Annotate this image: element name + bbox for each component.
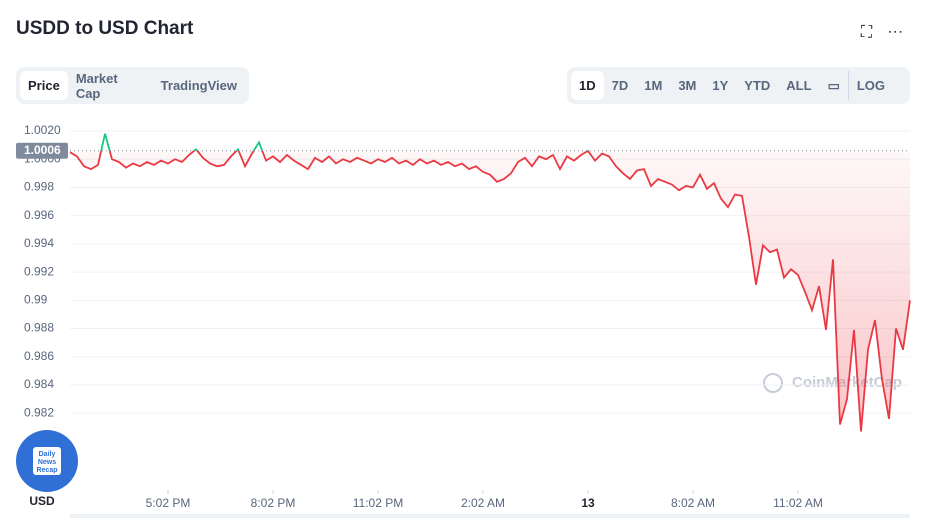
y-tick-label: 0.998 (24, 180, 54, 194)
watermark-logo (763, 373, 783, 393)
x-tick-label: 11:02 PM (353, 496, 403, 510)
x-tick-label: 8:02 AM (671, 496, 715, 510)
x-tick-label: 11:02 AM (773, 496, 823, 510)
y-tick-label: 0.988 (24, 321, 54, 335)
x-tick-label: 2:02 AM (461, 496, 505, 510)
logo-text: Recap (36, 467, 57, 474)
logo-frame (33, 447, 61, 475)
view-tabs: Price Market Cap TradingView (16, 67, 249, 104)
tab[interactable]: Market Cap (75, 70, 118, 101)
y-tick-label: 0.984 (24, 377, 54, 391)
reference-badge (16, 142, 68, 159)
x-tick-label: 5:02 PM (146, 496, 191, 510)
range[interactable]: 3M (678, 78, 697, 93)
y-tick-label: 0.99 (24, 292, 48, 306)
area (70, 150, 910, 432)
x-tick-label: 13 (581, 496, 595, 510)
calendar[interactable]: ▭ (827, 77, 840, 93)
range[interactable]: LOG (847, 71, 893, 100)
tab[interactable]: Price (20, 71, 68, 100)
range[interactable]: ALL (786, 78, 812, 93)
y-tick-label: 0.982 (24, 405, 54, 419)
range[interactable]: 7D (611, 78, 629, 93)
x-tick-label: 8:02 PM (251, 496, 296, 510)
range[interactable]: 1Y (712, 78, 729, 93)
range-tabs: 1D 7D 1M 3M 1Y YTD ALL ▭ LOG (567, 67, 910, 104)
y-tick-label: 0.986 (24, 349, 54, 363)
reference-label: 1.0006 (24, 143, 61, 157)
logo-text: Daily (39, 451, 56, 458)
logo-text: News (38, 459, 56, 466)
tab[interactable]: TradingView (160, 78, 237, 93)
y-tick-label: 1.0020 (24, 123, 61, 137)
y-tick-label: 0.992 (24, 264, 54, 278)
price-line-down (69, 150, 911, 432)
y-tick-label: 0.994 (24, 236, 54, 250)
chart-title: USDD to USD Chart (16, 18, 194, 39)
range[interactable]: 1D (571, 71, 604, 100)
range[interactable]: 1M (644, 78, 663, 93)
currency-label: USD (29, 494, 55, 508)
toolbar-icons[interactable]: ⛶ ⋯ (860, 24, 905, 41)
y-tick-label: 0.996 (24, 208, 54, 222)
range[interactable]: YTD (744, 78, 771, 93)
